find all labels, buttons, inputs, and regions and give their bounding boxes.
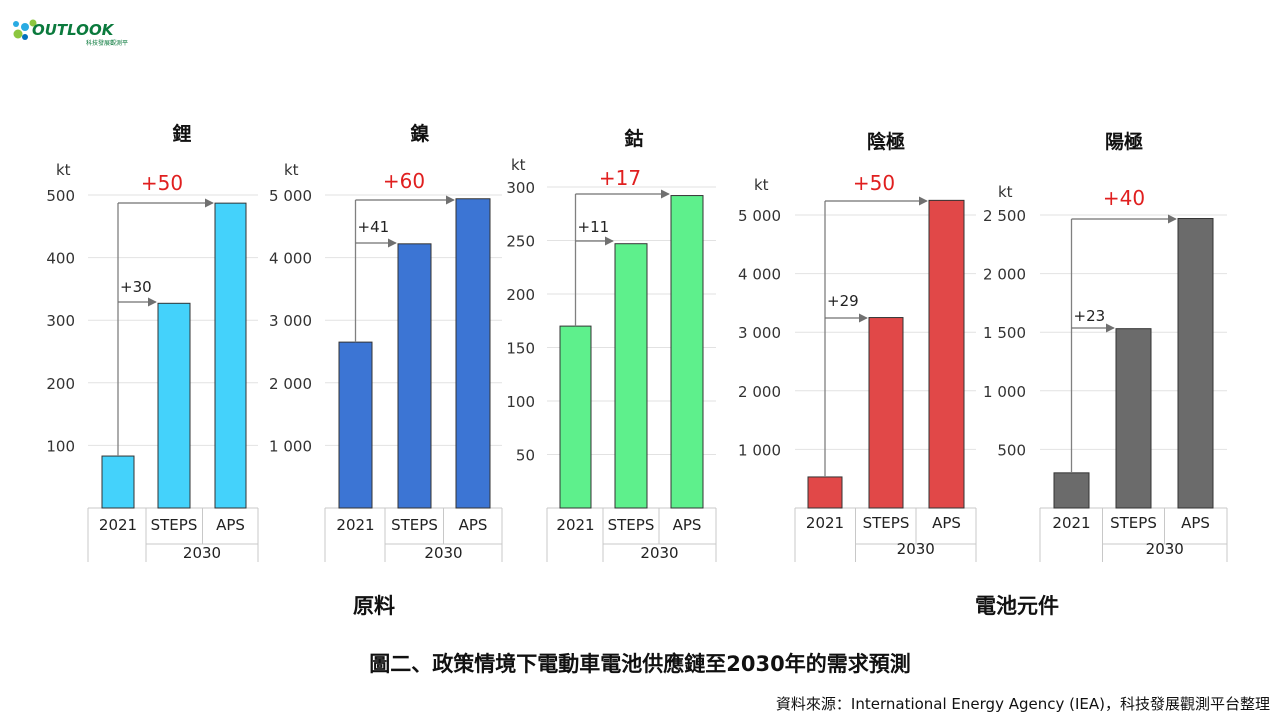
aps-increase-label: +40: [1103, 186, 1145, 210]
aps-increase-label: +50: [853, 171, 895, 195]
bar-steps: [868, 317, 904, 509]
x-tick-label: 2021: [1052, 514, 1090, 532]
x-tick-label: APS: [1181, 514, 1210, 532]
bar-steps: [1115, 328, 1152, 509]
x-tick-label: STEPS: [1110, 514, 1157, 532]
bar-2021: [807, 476, 843, 509]
steps-increase-label: +23: [1074, 307, 1106, 325]
logo-leaf-icon: [13, 19, 37, 40]
chart-title: 鋰: [172, 122, 191, 145]
x-tick-label: 2021: [336, 516, 374, 534]
y-tick-label: 300: [46, 312, 75, 330]
steps-increase-label: +29: [827, 292, 859, 310]
outlook-logo: OUTLOOK 科技發展觀測平台: [13, 19, 128, 47]
y-tick-label: 100: [46, 437, 75, 455]
group-label-raw-materials: 原料: [353, 594, 395, 618]
y-unit-label: kt: [56, 161, 71, 179]
y-tick-label: 50: [516, 447, 535, 465]
aps-increase-label: +17: [599, 166, 641, 190]
bar-2021: [559, 325, 592, 509]
y-unit-label: kt: [511, 156, 526, 174]
bar-2021: [338, 341, 373, 509]
x-tick-label: APS: [932, 514, 961, 532]
chart-title: 陰極: [867, 130, 905, 153]
y-tick-label: 300: [506, 179, 535, 197]
bar-aps: [1177, 218, 1214, 509]
y-tick-label: 1 000: [738, 441, 781, 459]
x-group-label: 2030: [897, 540, 935, 558]
y-tick-label: 3 000: [269, 312, 312, 330]
y-tick-label: 2 000: [983, 266, 1026, 284]
x-group-label: 2030: [183, 544, 221, 562]
bar-aps: [670, 195, 704, 509]
chart-4: 1 000 2 000 3 000 4 000 5 000 陰極 kt 2021 STEPS AP…: [738, 130, 977, 562]
y-tick-label: 5 000: [269, 187, 312, 205]
x-tick-label: APS: [216, 516, 245, 534]
bar-aps: [214, 202, 247, 509]
y-tick-label: 2 500: [983, 207, 1026, 225]
y-tick-label: 5 000: [738, 207, 781, 225]
steps-increase-label: +11: [578, 218, 610, 236]
steps-increase-label: +41: [358, 218, 390, 236]
chart-1: 100 200 300 400 500 鋰 kt 2021 STEPS APS 2030 +30 +50: [46, 122, 259, 562]
y-tick-label: 2 000: [269, 375, 312, 393]
y-tick-label: 400: [46, 250, 75, 268]
y-tick-label: 3 000: [738, 324, 781, 342]
y-tick-label: 500: [46, 187, 75, 205]
steps-increase-label: +30: [120, 278, 152, 296]
chart-title: 陽極: [1105, 130, 1143, 153]
x-tick-label: STEPS: [863, 514, 910, 532]
bar-steps: [614, 243, 648, 509]
y-tick-label: 200: [46, 375, 75, 393]
chart-title: 鎳: [410, 122, 429, 145]
source-note: 資料來源：International Energy Agency (IEA)，科…: [775, 695, 1270, 713]
bar-steps: [397, 243, 432, 509]
y-tick-label: 4 000: [269, 250, 312, 268]
logo-text: OUTLOOK: [32, 21, 115, 39]
x-tick-label: 2021: [556, 516, 594, 534]
x-group-label: 2030: [424, 544, 462, 562]
y-tick-label: 250: [506, 233, 535, 251]
y-unit-label: kt: [998, 183, 1013, 201]
charts-canvas: 100 200 300 400 500 鋰 kt 2021 STEPS APS 2030 +30 +50…: [46, 122, 1228, 562]
y-tick-label: 1 500: [983, 324, 1026, 342]
y-unit-label: kt: [754, 176, 769, 194]
group-label-battery-components: 電池元件: [975, 594, 1059, 618]
y-tick-label: 1 000: [983, 383, 1026, 401]
aps-increase-label: +60: [383, 169, 425, 193]
y-tick-label: 4 000: [738, 266, 781, 284]
y-tick-label: 200: [506, 286, 535, 304]
figure-caption: 圖二、政策情境下電動車電池供應鏈至2030年的需求預測: [369, 652, 911, 676]
y-tick-label: 1 000: [269, 437, 312, 455]
y-tick-label: 2 000: [738, 383, 781, 401]
bar-aps: [928, 199, 965, 509]
x-tick-label: STEPS: [391, 516, 438, 534]
bar-2021: [1053, 472, 1090, 509]
x-tick-label: 2021: [99, 516, 137, 534]
x-tick-label: STEPS: [151, 516, 198, 534]
chart-title: 鈷: [624, 127, 643, 150]
bar-steps: [157, 302, 191, 509]
aps-increase-label: +50: [141, 171, 183, 195]
bar-2021: [101, 455, 135, 509]
x-tick-label: STEPS: [608, 516, 655, 534]
x-group-label: 2030: [1146, 540, 1184, 558]
x-tick-label: APS: [459, 516, 488, 534]
x-tick-label: 2021: [806, 514, 844, 532]
y-tick-label: 500: [997, 441, 1026, 459]
y-unit-label: kt: [284, 161, 299, 179]
chart-2: 1 000 2 000 3 000 4 000 5 000 鎳 kt 2021 STEPS APS…: [269, 122, 503, 562]
x-tick-label: APS: [673, 516, 702, 534]
chart-3: 50 100 150 200 250 300 鈷 kt 2021 STEPS APS 2030 +11 +…: [506, 127, 717, 562]
chart-5: 500 1 000 1 500 2 000 2 500 陽極 kt 2021 STEPS APS 2…: [983, 130, 1228, 562]
logo-subtitle: 科技發展觀測平台: [86, 39, 128, 47]
x-group-label: 2030: [640, 544, 678, 562]
y-tick-label: 150: [506, 340, 535, 358]
bar-aps: [455, 198, 491, 509]
y-tick-label: 100: [506, 393, 535, 411]
